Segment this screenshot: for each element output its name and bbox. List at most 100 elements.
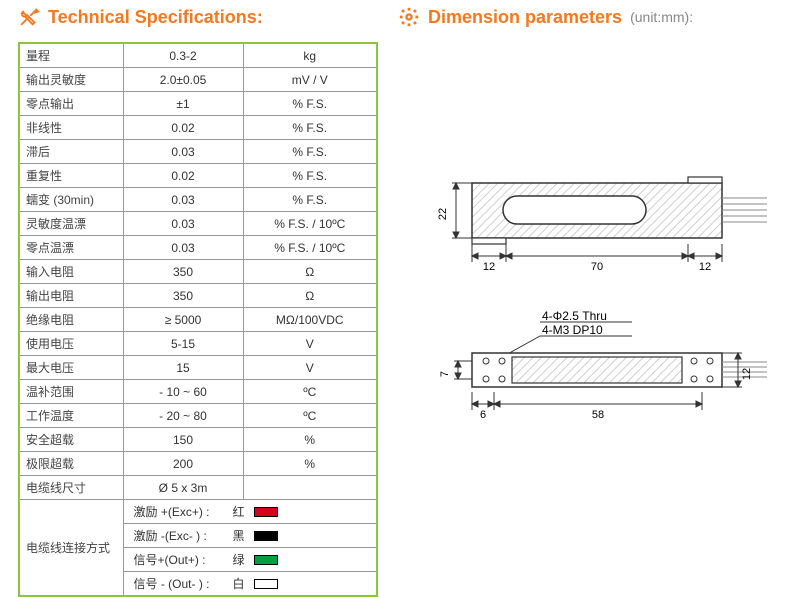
spec-unit: % F.S. / 10ºC [243,212,377,236]
wire-row: 信号 - (Out- ) : 白 [123,572,377,597]
gear-icon [398,6,420,28]
spec-unit [243,476,377,500]
spec-unit: % F.S. [243,164,377,188]
dim-70: 70 [591,261,603,273]
spec-value: 0.03 [123,188,243,212]
spec-value: 0.02 [123,116,243,140]
spec-unit: V [243,356,377,380]
tech-spec-title: Technical Specifications: [48,7,263,28]
spec-unit: % F.S. [243,140,377,164]
spec-value: 2.0±0.05 [123,68,243,92]
spec-value: Ø 5 x 3m [123,476,243,500]
dim-7: 7 [439,371,451,377]
wire-row: 激励 +(Exc+) : 红 [123,500,377,524]
spec-label: 重复性 [19,164,123,188]
table-row: 使用电压5-15V [19,332,377,356]
spec-label: 非线性 [19,116,123,140]
dimension-heading: Dimension parameters (unit:mm): [398,6,786,28]
wire-color-name: 绿 [230,551,248,568]
spec-label: 极限超载 [19,452,123,476]
front-view-diagram: 22 12 70 12 [412,158,772,278]
spec-label: 工作温度 [19,404,123,428]
table-row: 最大电压15V [19,356,377,380]
wire-signal-label: 激励 +(Exc+) : [134,503,224,520]
spec-label: 蠕变 (30min) [19,188,123,212]
spec-label: 最大电压 [19,356,123,380]
spec-unit: V [243,332,377,356]
table-row: 零点输出±1% F.S. [19,92,377,116]
spec-label: 安全超载 [19,428,123,452]
spec-label: 灵敏度温漂 [19,212,123,236]
spec-label: 输出灵敏度 [19,68,123,92]
wire-color-chip [254,507,278,517]
spec-label: 输出电阻 [19,284,123,308]
spec-unit: ºC [243,404,377,428]
dim-left-12: 12 [483,261,495,273]
spec-value: 0.3-2 [123,43,243,68]
dim-right-12: 12 [699,261,711,273]
spec-label: 温补范围 [19,380,123,404]
table-row: 非线性0.02% F.S. [19,116,377,140]
spec-unit: % F.S. [243,116,377,140]
hole-note-2: 4-M3 DP10 [542,323,603,337]
table-row: 重复性0.02% F.S. [19,164,377,188]
spec-value: ≥ 5000 [123,308,243,332]
spec-unit: kg [243,43,377,68]
table-row: 电缆线连接方式激励 +(Exc+) :红 [19,500,377,524]
wire-color-chip [254,579,278,589]
dimension-unit: (unit:mm): [630,9,693,25]
spec-value: 350 [123,260,243,284]
wire-signal-label: 信号+(Out+) : [134,551,224,568]
spec-unit: MΩ/100VDC [243,308,377,332]
spec-unit: ºC [243,380,377,404]
spec-value: 0.03 [123,140,243,164]
table-row: 蠕变 (30min)0.03% F.S. [19,188,377,212]
wire-color-name: 白 [230,575,248,592]
dim-58: 58 [592,409,604,421]
wire-signal-label: 信号 - (Out- ) : [134,575,224,592]
spec-label: 绝缘电阻 [19,308,123,332]
wire-row: 信号+(Out+) : 绿 [123,548,377,572]
dimension-title: Dimension parameters [428,7,622,28]
table-row: 极限超载200% [19,452,377,476]
spec-label: 滞后 [19,140,123,164]
table-row: 滞后0.03% F.S. [19,140,377,164]
wire-signal-label: 激励 -(Exc- ) : [134,527,224,544]
spec-label: 量程 [19,43,123,68]
spec-label: 输入电阻 [19,260,123,284]
spec-value: 350 [123,284,243,308]
spec-value: 0.03 [123,212,243,236]
tools-icon [18,6,40,28]
spec-unit: % [243,428,377,452]
spec-value: 200 [123,452,243,476]
tech-spec-heading: Technical Specifications: [18,6,378,28]
dim-6: 6 [480,409,486,421]
spec-value: 5-15 [123,332,243,356]
spec-value: 0.03 [123,236,243,260]
spec-unit: % F.S. [243,92,377,116]
spec-value: ±1 [123,92,243,116]
wire-color-chip [254,555,278,565]
spec-value: 150 [123,428,243,452]
spec-unit: % F.S. [243,188,377,212]
table-row: 温补范围- 10 ~ 60ºC [19,380,377,404]
table-row: 输出电阻350Ω [19,284,377,308]
spec-value: 0.02 [123,164,243,188]
spec-value: 15 [123,356,243,380]
dim-12: 12 [741,368,753,380]
table-row: 工作温度- 20 ~ 80ºC [19,404,377,428]
spec-table: 量程0.3-2kg输出灵敏度2.0±0.05mV / V零点输出±1% F.S.… [18,42,378,597]
table-row: 量程0.3-2kg [19,43,377,68]
wire-color-name: 黑 [230,527,248,544]
table-row: 输出灵敏度2.0±0.05mV / V [19,68,377,92]
spec-value: - 20 ~ 80 [123,404,243,428]
spec-label: 零点输出 [19,92,123,116]
spec-unit: Ω [243,260,377,284]
spec-unit: % [243,452,377,476]
spec-value: - 10 ~ 60 [123,380,243,404]
table-row: 灵敏度温漂0.03% F.S. / 10ºC [19,212,377,236]
wire-color-name: 红 [230,503,248,520]
hole-note-1: 4-Φ2.5 Thru [542,309,607,323]
table-row: 输入电阻350Ω [19,260,377,284]
spec-unit: mV / V [243,68,377,92]
